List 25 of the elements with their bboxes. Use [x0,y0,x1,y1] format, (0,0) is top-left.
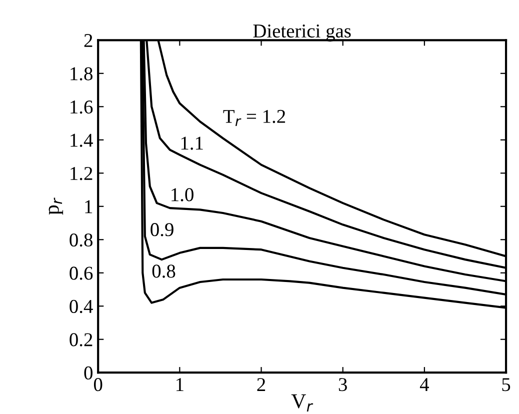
series-label: 0.8 [152,264,176,278]
series-label: T$_{r}$ = 1.2 [223,110,286,126]
y-tick-label: 0 [84,366,92,380]
x-tick-label: 1 [176,378,184,391]
y-tick-label: 1.4 [70,134,93,147]
y-tick-label: 1.6 [70,100,93,114]
x-tick-label: 2 [257,378,266,391]
y-tick-label: 0.8 [70,233,92,247]
series-label: 1.0 [172,188,194,202]
y-tick-label: 0.4 [70,300,93,314]
series-label: 0.9 [150,223,174,236]
x-tick-label: 4 [420,378,429,391]
y-tick-label: 1 [85,200,92,214]
chart-title: Dieterici gas [253,24,351,42]
y-axis-title: p$_{r}$ [48,198,64,215]
y-tick-label: 1.2 [70,167,92,180]
y-tick-label: 0.6 [70,266,93,280]
y-tick-label: 2 [84,34,92,47]
x-tick-label: 3 [338,378,347,392]
x-tick-label: 5 [502,378,510,392]
x-tick-label: 0 [94,378,102,392]
y-tick-label: 0.2 [70,333,92,346]
series-label: 1.1 [181,136,203,150]
x-axis-title: V$_{r}$ [291,394,314,412]
y-tick-label: 1.8 [70,67,92,80]
